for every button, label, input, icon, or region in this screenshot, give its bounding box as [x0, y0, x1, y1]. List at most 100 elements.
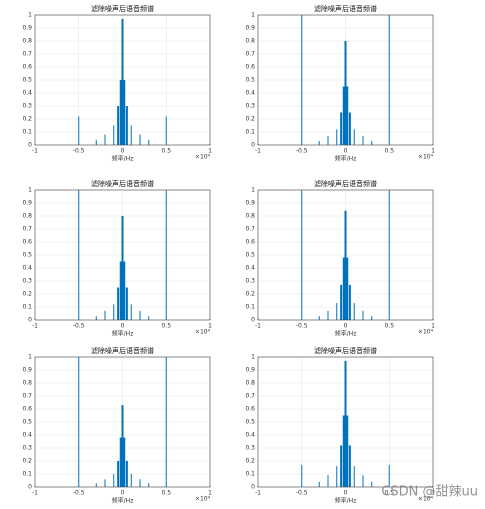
x-tick-label: 0 [121, 323, 125, 330]
y-tick-label: 0.5 [22, 419, 32, 426]
y-tick-label: 0.9 [245, 367, 255, 374]
subplot: 0 0.1 0.2 0.3 0.4 0.5 0.6 0.7 0.8 0.9 1 -1 -0.5 0 0.5 1… [22, 346, 212, 505]
axes-box [34, 356, 211, 488]
x-axis-label: 频率/Hz [335, 155, 357, 163]
x-tick-label: 1 [208, 323, 212, 330]
y-tick-label: 1 [28, 12, 32, 19]
y-tick-label: 0.5 [245, 419, 255, 426]
y-tick-label: 0.3 [22, 103, 32, 110]
x-multiplier: ×10⁴ [195, 496, 211, 503]
axes-box [257, 189, 434, 321]
y-tick-label: 0.1 [22, 471, 32, 478]
y-tick-label: 0.8 [245, 38, 255, 45]
y-tick-label: 0 [251, 317, 255, 324]
x-multiplier: ×10⁴ [195, 154, 211, 161]
axes-box [34, 14, 211, 146]
x-axis-label: 频率/Hz [335, 330, 357, 338]
x-tick-label: -0.5 [73, 490, 85, 497]
y-tick-label: 0.1 [245, 471, 255, 478]
y-tick-label: 0.8 [245, 213, 255, 220]
x-axis-label: 频率/Hz [112, 330, 134, 338]
y-tick-label: 1 [251, 12, 255, 19]
y-tick-label: 0.3 [245, 445, 255, 452]
x-tick-label: 0.5 [161, 148, 171, 155]
y-tick-label: 1 [251, 354, 255, 361]
x-tick-label: 0 [344, 148, 348, 155]
x-tick-label: 1 [208, 490, 212, 497]
x-tick-label: 0.5 [384, 148, 394, 155]
y-tick-label: 0.7 [245, 226, 255, 233]
x-tick-label: 0.5 [161, 323, 171, 330]
x-tick-label: 1 [431, 490, 435, 497]
x-tick-label: -0.5 [296, 148, 308, 155]
y-tick-label: 0.4 [245, 265, 255, 272]
axes-box [34, 189, 211, 321]
x-multiplier: ×10⁴ [195, 329, 211, 336]
y-tick-label: 1 [28, 187, 32, 194]
y-tick-label: 0.4 [245, 432, 255, 439]
subplot: 0 0.1 0.2 0.3 0.4 0.5 0.6 0.7 0.8 0.9 1 -1 -0.5 0 0.5 1… [22, 179, 212, 338]
y-tick-label: 0 [28, 484, 32, 491]
y-tick-label: 0.6 [22, 406, 32, 413]
y-tick-label: 0.2 [22, 291, 32, 298]
y-tick-label: 0.7 [245, 393, 255, 400]
y-tick-label: 0.6 [245, 406, 255, 413]
x-multiplier: ×10⁴ [418, 329, 434, 336]
y-tick-label: 0.9 [22, 367, 32, 374]
x-multiplier: ×10⁴ [418, 154, 434, 161]
x-tick-label: 0.5 [161, 490, 171, 497]
y-tick-label: 0.2 [245, 458, 255, 465]
x-tick-label: -1 [32, 148, 38, 155]
x-tick-label: -1 [32, 323, 38, 330]
y-tick-label: 0.7 [22, 393, 32, 400]
y-tick-label: 0.8 [245, 380, 255, 387]
y-tick-label: 0.1 [245, 129, 255, 136]
subplot: 0 0.1 0.2 0.3 0.4 0.5 0.6 0.7 0.8 0.9 1 -1 -0.5 0 0.5 1… [245, 179, 435, 338]
y-tick-label: 0.6 [22, 64, 32, 71]
y-tick-label: 0.3 [22, 445, 32, 452]
y-tick-label: 0 [251, 142, 255, 149]
y-tick-label: 0.6 [245, 64, 255, 71]
y-tick-label: 0 [28, 142, 32, 149]
y-tick-label: 0.9 [22, 200, 32, 207]
x-tick-label: 0 [121, 148, 125, 155]
y-tick-label: 0.5 [245, 77, 255, 84]
y-tick-label: 0.7 [245, 51, 255, 58]
y-tick-label: 0.9 [245, 200, 255, 207]
y-tick-label: 0.4 [245, 90, 255, 97]
watermark: CSDN @甜辣uu [381, 484, 478, 500]
y-tick-label: 0.5 [22, 252, 32, 259]
y-tick-label: 0.3 [245, 103, 255, 110]
x-tick-label: 0 [344, 490, 348, 497]
x-tick-label: 1 [431, 323, 435, 330]
y-tick-label: 0.6 [22, 239, 32, 246]
x-tick-label: -1 [255, 323, 261, 330]
x-tick-label: -1 [255, 490, 261, 497]
axes-box [257, 14, 434, 146]
chart-title: 滤除噪声后语音频谱 [91, 4, 154, 13]
x-tick-label: 0.5 [384, 323, 394, 330]
x-axis-label: 频率/Hz [112, 497, 134, 505]
x-tick-label: 1 [208, 148, 212, 155]
y-tick-label: 0 [251, 484, 255, 491]
x-multiplier: ×10⁴ [418, 496, 434, 503]
y-tick-label: 0.2 [22, 116, 32, 123]
x-tick-label: 1 [431, 148, 435, 155]
chart-title: 滤除噪声后语音频谱 [314, 346, 377, 355]
x-tick-label: -0.5 [73, 323, 85, 330]
y-tick-label: 1 [251, 187, 255, 194]
y-tick-label: 0.4 [22, 432, 32, 439]
x-tick-label: 0 [344, 323, 348, 330]
x-tick-label: 0 [121, 490, 125, 497]
axes-box [257, 356, 434, 488]
chart-title: 滤除噪声后语音频谱 [91, 346, 154, 355]
subplot: 0 0.1 0.2 0.3 0.4 0.5 0.6 0.7 0.8 0.9 1 -1 -0.5 0 0.5 1… [245, 346, 435, 505]
chart-title: 滤除噪声后语音频谱 [314, 179, 377, 188]
x-tick-label: -0.5 [296, 490, 308, 497]
chart-title: 滤除噪声后语音频谱 [314, 4, 377, 13]
y-tick-label: 0.8 [22, 38, 32, 45]
y-tick-label: 0.8 [22, 380, 32, 387]
y-tick-label: 0.9 [245, 25, 255, 32]
